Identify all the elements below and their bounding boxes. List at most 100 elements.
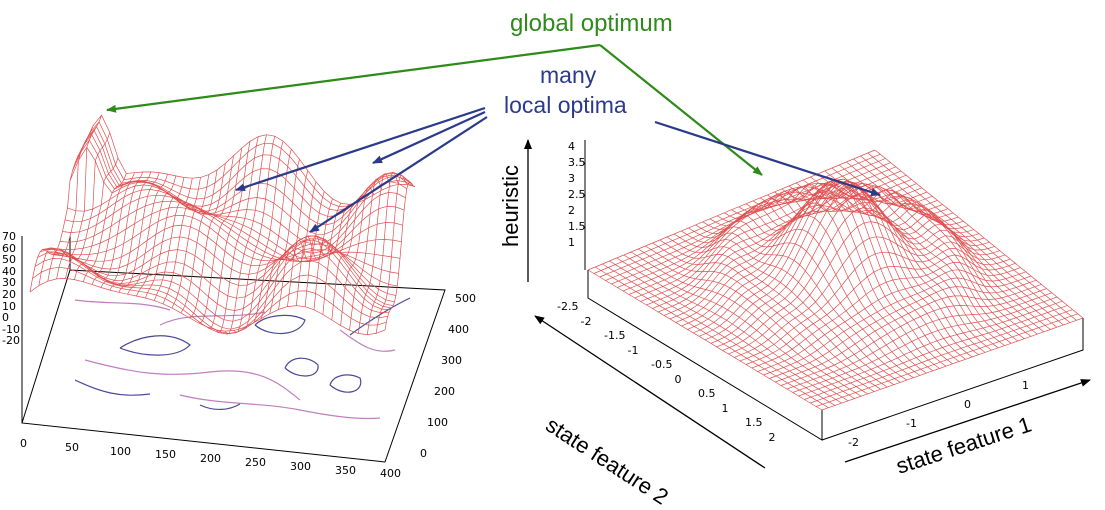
arrow-global-left xyxy=(106,43,601,113)
left-mesh-col xyxy=(47,115,102,282)
left-z-tick-label: -10 xyxy=(2,322,20,336)
left-mesh-col xyxy=(65,157,119,279)
left-mesh-col xyxy=(313,204,350,310)
left-mesh-col xyxy=(384,181,416,331)
left-mesh-col xyxy=(100,171,152,288)
left-mesh-row xyxy=(54,214,399,274)
right-y-tick-label: 0.5 xyxy=(698,387,716,400)
right-mesh-col xyxy=(645,245,875,392)
right-mesh-col xyxy=(630,251,862,397)
left-mesh-col xyxy=(295,198,333,306)
left-z-tick-label: -20 xyxy=(2,334,20,348)
right-mesh-col xyxy=(709,202,934,372)
right-y-tick-label: 1.5 xyxy=(745,416,763,429)
left-mesh-col xyxy=(171,169,218,309)
left-z-tick-label: 50 xyxy=(2,253,16,267)
arrow-local-1 xyxy=(235,106,486,192)
state-feature-2-arrow xyxy=(534,315,766,469)
right-y-tick-label: 1 xyxy=(721,401,729,415)
right-z-tick-label: 3.5 xyxy=(568,156,586,169)
right-z-tick-label: 4 xyxy=(568,140,575,153)
left-mesh-col xyxy=(216,136,259,333)
left-x-tick-label: 250 xyxy=(245,456,266,469)
local-optima-label: local optima xyxy=(504,92,627,118)
left-plot xyxy=(21,114,446,463)
left-y-tick-label: 500 xyxy=(455,292,476,305)
left-mesh-col xyxy=(198,148,243,324)
left-base-plane xyxy=(21,269,446,463)
right-y-tick-label: 2 xyxy=(768,430,776,444)
left-mesh-col xyxy=(109,172,160,291)
arrow-local-right xyxy=(654,120,881,197)
left-contours xyxy=(74,297,411,420)
right-z-tick-label: 1.5 xyxy=(568,220,586,233)
left-mesh-col xyxy=(251,149,292,325)
left-mesh-col xyxy=(322,202,358,315)
right-y-tick-label: -2 xyxy=(580,314,592,328)
left-z-tick-label: 70 xyxy=(2,230,16,243)
right-y-tick-label: -1 xyxy=(627,343,639,357)
right-mesh-col xyxy=(638,248,868,395)
right-mesh-col xyxy=(609,260,842,404)
left-y-tick-label: 0 xyxy=(420,447,427,460)
right-mesh-col xyxy=(681,230,907,381)
right-mesh-col xyxy=(810,176,1025,339)
left-z-tick-label: 10 xyxy=(2,299,16,313)
right-mesh-col xyxy=(702,215,927,374)
right-mesh-row xyxy=(693,179,969,334)
left-mesh-col xyxy=(56,132,111,279)
left-mesh-col xyxy=(180,163,226,314)
right-z-tick-label: 2.5 xyxy=(568,188,586,201)
right-mesh-col xyxy=(781,181,999,349)
left-z-tick-label: 30 xyxy=(2,276,16,290)
left-y-tick-label: 300 xyxy=(441,354,462,367)
left-z-tick-label: 0 xyxy=(2,311,9,325)
right-mesh-col xyxy=(659,239,888,388)
right-box-left-edge xyxy=(587,270,823,441)
left-mesh-col xyxy=(153,177,201,301)
right-y-tick-label: -2.5 xyxy=(557,300,579,313)
left-mesh-col xyxy=(127,175,177,295)
left-mesh-col xyxy=(375,174,408,334)
right-mesh-col xyxy=(803,179,1019,342)
arrow-local-3 xyxy=(309,116,488,233)
right-x-tick-label: 0 xyxy=(964,398,971,411)
left-mesh-col xyxy=(242,141,284,330)
right-x-tick-label: -2 xyxy=(848,436,859,449)
left-mesh-row xyxy=(64,189,405,260)
arrow-global-right xyxy=(599,44,763,176)
left-mesh-col xyxy=(287,191,325,307)
right-mesh-col xyxy=(745,181,966,360)
left-mesh-col xyxy=(331,195,366,321)
left-z-tick-label: 60 xyxy=(2,241,16,255)
right-mesh-col xyxy=(853,158,1064,326)
many-label: many xyxy=(540,62,597,88)
right-x-tick-label: -1 xyxy=(906,417,917,430)
left-mesh-col xyxy=(366,171,399,335)
left-mesh-row xyxy=(69,146,407,245)
right-z-tick-label: 3 xyxy=(568,172,575,185)
left-mesh-col xyxy=(278,181,317,310)
left-mesh-row xyxy=(29,278,386,335)
right-mesh-col xyxy=(602,263,836,406)
right-z-tick-label: 2 xyxy=(568,204,575,217)
right-mesh-col xyxy=(774,182,992,351)
left-mesh-col xyxy=(145,178,193,299)
right-y-tick-label: -1.5 xyxy=(604,329,626,342)
figure: global optimum many local optima heurist… xyxy=(2,10,1091,510)
left-x-tick-label: 100 xyxy=(110,444,131,458)
right-mesh-col xyxy=(795,181,1012,344)
right-box-right-edge xyxy=(821,318,1084,441)
right-mesh-col xyxy=(860,155,1071,323)
left-x-tick-label: 0 xyxy=(20,437,27,450)
left-z-tick-label: 40 xyxy=(2,264,16,278)
state-feature-1-arrow xyxy=(844,379,1091,463)
left-y-tick-label: 400 xyxy=(448,323,469,336)
right-y-tick-label: 0 xyxy=(674,372,682,386)
right-mesh-col xyxy=(688,226,914,378)
left-mesh-col xyxy=(340,186,375,326)
left-mesh-col xyxy=(91,171,144,285)
right-mesh-col xyxy=(788,181,1005,346)
right-mesh-col xyxy=(824,170,1038,335)
left-mesh-col xyxy=(82,172,135,282)
